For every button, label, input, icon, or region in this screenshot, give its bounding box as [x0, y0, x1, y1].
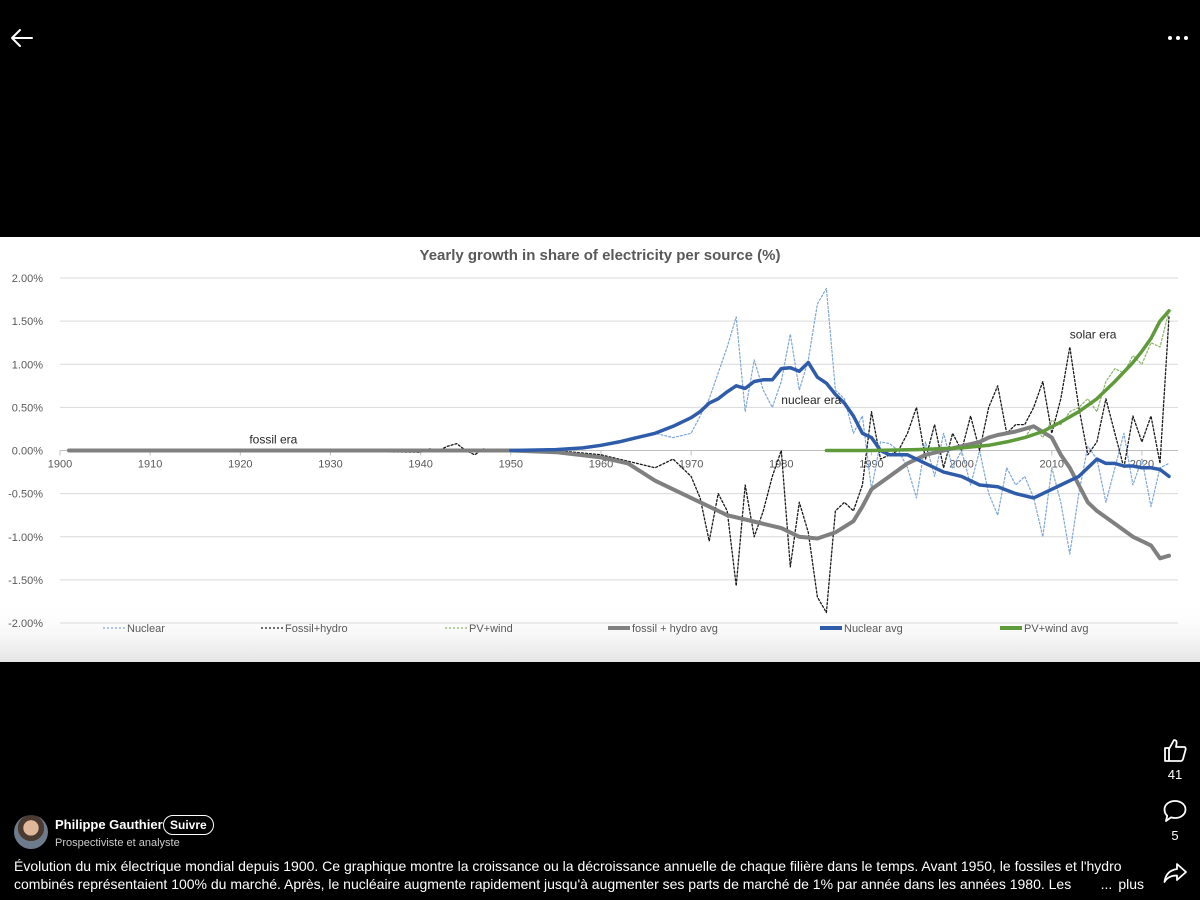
y-tick-label: -2.00% — [8, 618, 43, 630]
see-more-label: plus — [1118, 876, 1144, 892]
x-tick-label: 1970 — [679, 459, 703, 471]
legend-label: Fossil+hydro — [285, 623, 348, 635]
series-line-nuclear-avg — [509, 360, 1171, 500]
line-chart: Yearly growth in share of electricity pe… — [0, 247, 1200, 662]
y-tick-label: 2.00% — [12, 273, 43, 285]
follow-button[interactable]: Suivre — [163, 815, 214, 835]
x-tick-label: 1930 — [318, 459, 342, 471]
author-name[interactable]: Philippe Gauthier — [55, 817, 163, 832]
ellipsis-icon[interactable] — [1166, 30, 1190, 46]
chart-title: Yearly growth in share of electricity pe… — [420, 247, 781, 264]
share-action[interactable] — [1158, 860, 1192, 886]
legend-label: Nuclear avg — [844, 623, 903, 635]
x-tick-label: 1980 — [769, 459, 793, 471]
y-tick-label: -1.00% — [8, 532, 43, 544]
post-caption: Évolution du mix électrique mondial depu… — [14, 857, 1144, 893]
y-tick-label: 0.00% — [12, 446, 43, 458]
thumbs-up-icon[interactable] — [1162, 737, 1188, 763]
x-tick-label: 2000 — [949, 459, 973, 471]
caption-text: Évolution du mix électrique mondial depu… — [14, 858, 1122, 892]
comment-icon[interactable] — [1162, 798, 1188, 824]
legend-label: Nuclear — [127, 623, 165, 635]
see-more-link[interactable]: ... plus — [1096, 875, 1144, 893]
like-count: 41 — [1167, 767, 1183, 782]
comment-count: 5 — [1171, 828, 1179, 843]
x-tick-label: 2010 — [1040, 459, 1064, 471]
y-tick-label: 1.50% — [12, 316, 43, 328]
x-tick-label: 1990 — [859, 459, 883, 471]
annotation-label: nuclear era — [781, 393, 841, 407]
chart-image[interactable]: Yearly growth in share of electricity pe… — [0, 237, 1200, 662]
x-tick-label: 1950 — [499, 459, 523, 471]
y-tick-label: -0.50% — [8, 489, 43, 501]
y-tick-label: 1.00% — [12, 359, 43, 371]
y-tick-label: 0.50% — [12, 402, 43, 414]
x-tick-label: 1910 — [138, 459, 162, 471]
legend-label: PV+wind — [469, 623, 513, 635]
share-icon[interactable] — [1162, 860, 1188, 886]
comment-action[interactable]: 5 — [1158, 798, 1192, 843]
avatar[interactable] — [14, 815, 48, 849]
annotation-label: solar era — [1070, 327, 1117, 341]
legend-label: PV+wind avg — [1024, 623, 1089, 635]
series-line-fossil-hydro-avg — [67, 424, 1171, 561]
x-tick-label: 1940 — [408, 459, 432, 471]
x-tick-label: 1900 — [48, 459, 72, 471]
y-tick-label: -1.50% — [8, 575, 43, 587]
legend-label: fossil + hydro avg — [632, 623, 718, 635]
x-tick-label: 1920 — [228, 459, 252, 471]
like-action[interactable]: 41 — [1158, 737, 1192, 782]
caption-ellipsis: ... — [1100, 876, 1113, 892]
series-line-pv-wind-avg — [824, 309, 1171, 453]
arrow-left-icon[interactable] — [8, 26, 34, 50]
x-tick-label: 1960 — [589, 459, 613, 471]
series-line-fossil-hydro — [68, 316, 1170, 614]
annotation-label: fossil era — [249, 433, 297, 447]
author-title: Prospectiviste et analyste — [55, 837, 180, 849]
